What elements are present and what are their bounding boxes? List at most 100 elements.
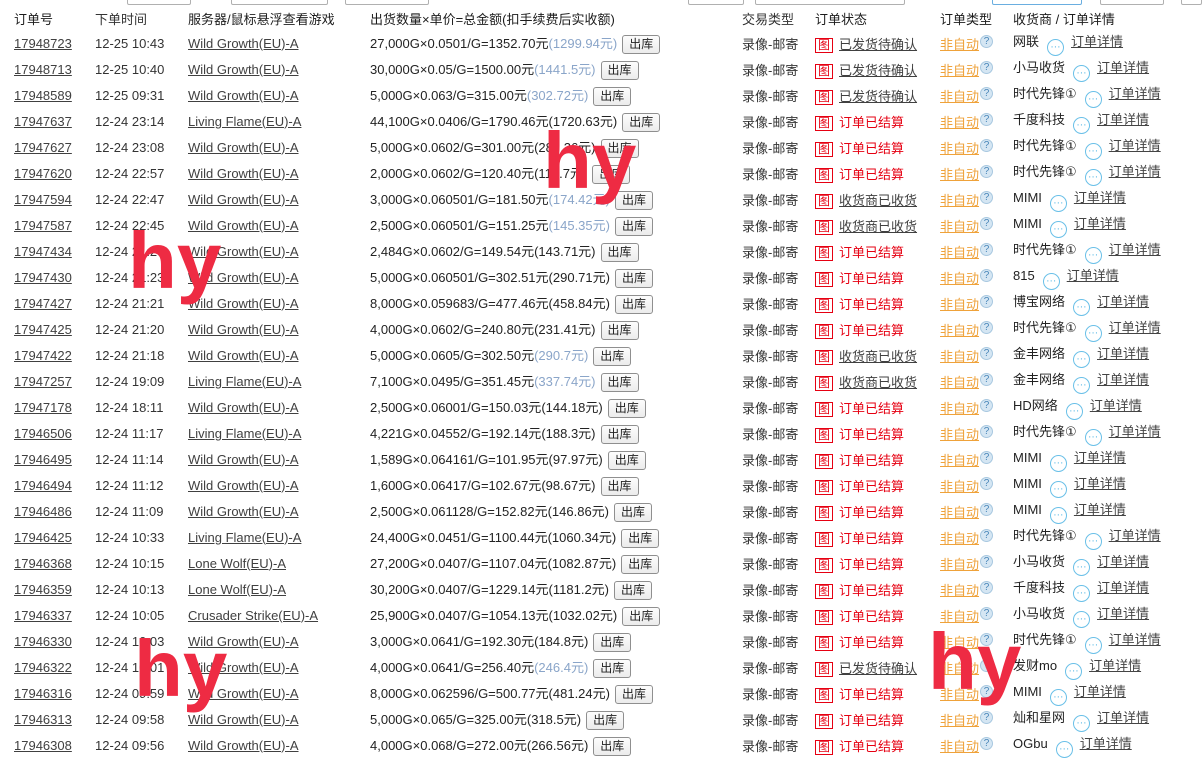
order-id-link[interactable]: 17946337 <box>14 607 72 623</box>
order-id-link[interactable]: 17946313 <box>14 711 72 727</box>
order-id-link[interactable]: 17946495 <box>14 451 72 467</box>
outbound-button[interactable]: 出库 <box>614 684 653 704</box>
image-badge[interactable]: 图 <box>815 609 834 625</box>
help-icon[interactable] <box>980 476 994 490</box>
chat-icon[interactable] <box>1073 298 1091 316</box>
order-id-link[interactable]: 17947257 <box>14 373 72 389</box>
order-type-link[interactable]: 非自动 <box>940 218 980 234</box>
image-badge[interactable]: 图 <box>815 739 834 755</box>
order-detail-link[interactable]: 订单详情 <box>1108 137 1161 153</box>
help-icon[interactable] <box>980 268 994 282</box>
order-id-link[interactable]: 17946494 <box>14 477 72 493</box>
order-detail-link[interactable]: 订单详情 <box>1073 449 1126 465</box>
server-link[interactable]: Wild Growth(EU)-A <box>188 685 299 701</box>
image-badge[interactable]: 图 <box>815 687 834 703</box>
order-id-link[interactable]: 17947620 <box>14 165 72 181</box>
help-icon[interactable] <box>980 320 994 334</box>
order-id-link[interactable]: 17946486 <box>14 503 72 519</box>
chat-icon[interactable] <box>1073 116 1091 134</box>
order-detail-link[interactable]: 订单详情 <box>1108 527 1161 543</box>
chat-icon[interactable] <box>1047 38 1065 56</box>
order-detail-link[interactable]: 订单详情 <box>1097 709 1150 725</box>
outbound-button[interactable]: 出库 <box>593 658 632 678</box>
server-link[interactable]: Lone Wolf(EU)-A <box>188 555 287 571</box>
order-id-link[interactable]: 17946322 <box>14 659 72 675</box>
chat-icon[interactable] <box>1049 480 1067 498</box>
order-detail-link[interactable]: 订单详情 <box>1097 111 1150 127</box>
server-link[interactable]: Wild Growth(EU)-A <box>188 35 299 51</box>
server-link[interactable]: Living Flame(EU)-A <box>188 373 302 389</box>
image-badge[interactable]: 图 <box>815 661 834 677</box>
order-type-link[interactable]: 非自动 <box>940 400 980 416</box>
order-id-link[interactable]: 17947178 <box>14 399 72 415</box>
server-link[interactable]: Lone Wolf(EU)-A <box>188 581 287 597</box>
order-type-link[interactable]: 非自动 <box>940 660 980 676</box>
order-id-link[interactable]: 17947434 <box>14 243 72 259</box>
help-icon[interactable] <box>980 554 994 568</box>
order-type-link[interactable]: 非自动 <box>940 712 980 728</box>
chat-icon[interactable] <box>1049 194 1067 212</box>
order-id-link[interactable]: 17946506 <box>14 425 72 441</box>
chat-icon[interactable] <box>1055 740 1073 758</box>
image-badge[interactable]: 图 <box>815 245 834 261</box>
image-badge[interactable]: 图 <box>815 635 834 651</box>
status-text[interactable]: 已发货待确认 <box>839 36 918 52</box>
order-type-link[interactable]: 非自动 <box>940 426 980 442</box>
chat-icon[interactable] <box>1084 142 1102 160</box>
server-link[interactable]: Living Flame(EU)-A <box>188 425 302 441</box>
help-icon[interactable] <box>980 398 994 412</box>
order-type-link[interactable]: 非自动 <box>940 452 980 468</box>
chat-icon[interactable] <box>1073 558 1091 576</box>
server-link[interactable]: Wild Growth(EU)-A <box>188 243 299 259</box>
server-link[interactable]: Wild Growth(EU)-A <box>188 139 299 155</box>
order-detail-link[interactable]: 订单详情 <box>1108 423 1161 439</box>
server-link[interactable]: Living Flame(EU)-A <box>188 529 302 545</box>
outbound-button[interactable]: 出库 <box>614 268 653 288</box>
chat-icon[interactable] <box>1084 168 1102 186</box>
chat-icon[interactable] <box>1073 610 1091 628</box>
filter-input[interactable] <box>688 0 744 5</box>
order-id-link[interactable]: 17948589 <box>14 87 72 103</box>
server-link[interactable]: Wild Growth(EU)-A <box>188 477 299 493</box>
image-badge[interactable]: 图 <box>815 115 834 131</box>
outbound-button[interactable]: 出库 <box>600 60 639 80</box>
order-type-link[interactable]: 非自动 <box>940 296 980 312</box>
chat-icon[interactable] <box>1073 350 1091 368</box>
help-icon[interactable] <box>980 424 994 438</box>
order-type-link[interactable]: 非自动 <box>940 270 980 286</box>
server-link[interactable]: Wild Growth(EU)-A <box>188 191 299 207</box>
order-detail-link[interactable]: 订单详情 <box>1097 345 1150 361</box>
filter-input[interactable] <box>127 0 191 5</box>
outbound-button[interactable]: 出库 <box>614 580 653 600</box>
help-icon[interactable] <box>980 580 994 594</box>
help-icon[interactable] <box>980 164 994 178</box>
order-detail-link[interactable]: 订单详情 <box>1089 397 1142 413</box>
server-link[interactable]: Wild Growth(EU)-A <box>188 61 299 77</box>
order-type-link[interactable]: 非自动 <box>940 478 980 494</box>
image-badge[interactable]: 图 <box>815 297 834 313</box>
chat-icon[interactable] <box>1084 246 1102 264</box>
status-text[interactable]: 收货商已收货 <box>839 374 918 390</box>
order-type-link[interactable]: 非自动 <box>940 166 980 182</box>
chat-icon[interactable] <box>1084 324 1102 342</box>
outbound-button[interactable]: 出库 <box>592 164 631 184</box>
order-id-link[interactable]: 17947427 <box>14 295 72 311</box>
chat-icon[interactable] <box>1073 584 1091 602</box>
order-detail-link[interactable]: 订单详情 <box>1108 85 1161 101</box>
order-id-link[interactable]: 17947627 <box>14 139 72 155</box>
order-id-link[interactable]: 17947637 <box>14 113 72 129</box>
help-icon[interactable] <box>980 684 994 698</box>
order-type-link[interactable]: 非自动 <box>940 530 980 546</box>
order-detail-link[interactable]: 订单详情 <box>1073 215 1126 231</box>
order-type-link[interactable]: 非自动 <box>940 192 980 208</box>
order-id-link[interactable]: 17946316 <box>14 685 72 701</box>
order-detail-link[interactable]: 订单详情 <box>1066 267 1119 283</box>
chat-icon[interactable] <box>1049 688 1067 706</box>
image-badge[interactable]: 图 <box>815 713 834 729</box>
outbound-button[interactable]: 出库 <box>593 736 632 756</box>
chat-icon[interactable] <box>1065 662 1083 680</box>
outbound-button[interactable]: 出库 <box>600 476 639 496</box>
help-icon[interactable] <box>980 294 994 308</box>
help-icon[interactable] <box>980 710 994 724</box>
outbound-button[interactable]: 出库 <box>600 138 639 158</box>
